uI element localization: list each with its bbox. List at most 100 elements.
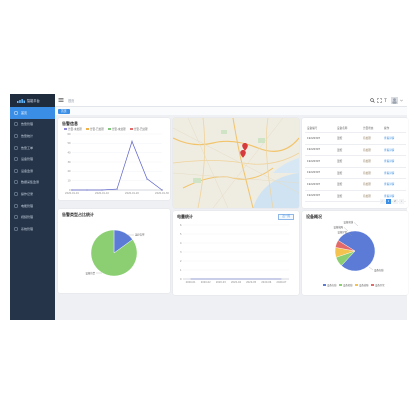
page-button[interactable]: 2 bbox=[392, 199, 398, 204]
view-detail-link[interactable]: 查看详情 bbox=[384, 171, 395, 175]
table-cell: 19220397 bbox=[307, 182, 321, 186]
y-tick-label: 20 bbox=[67, 170, 71, 173]
y-tick-label: 0 bbox=[180, 278, 182, 281]
view-detail-link[interactable]: 查看详情 bbox=[384, 148, 395, 152]
view-detail-link[interactable]: 查看详情 bbox=[384, 183, 395, 187]
alarm-table: 设备编号 设备名称 告警状态 操作 19220397 温控 待处理 查看详情 19220397 温… bbox=[305, 123, 406, 202]
sidebar-item-7[interactable]: 操作记录 bbox=[10, 188, 55, 200]
legend-item[interactable]: 告警-已处理 bbox=[85, 127, 104, 131]
sidebar-item-3[interactable]: 告警工单 bbox=[10, 142, 55, 154]
menu-item-icon bbox=[14, 180, 18, 185]
menu-item-icon bbox=[14, 169, 18, 173]
legend-swatch bbox=[371, 284, 374, 286]
pie-slice[interactable] bbox=[335, 240, 356, 252]
chevron-down-icon[interactable] bbox=[400, 99, 403, 102]
x-tick-label: 2020-06 bbox=[261, 281, 271, 284]
fullscreen-icon[interactable] bbox=[377, 98, 382, 103]
sidebar-item-5[interactable]: 设备监测 bbox=[10, 165, 55, 177]
data-point[interactable] bbox=[131, 140, 133, 143]
sidebar-item-label: 数据采集监测 bbox=[21, 180, 40, 185]
x-tick-label: 2020-01-10 bbox=[95, 192, 109, 195]
map-card[interactable] bbox=[173, 118, 299, 208]
page-button[interactable]: › bbox=[399, 199, 404, 204]
label-line bbox=[368, 266, 374, 271]
x-tick-label: 2020-01-30 bbox=[155, 192, 169, 195]
table-cell: 温控 bbox=[337, 137, 343, 141]
y-tick-label: 50 bbox=[67, 142, 71, 145]
font-size-icon[interactable]: T bbox=[384, 98, 389, 103]
alarm-type-title: 告警类型占比统计 bbox=[62, 212, 94, 217]
sidebar-item-label: 设备管理 bbox=[21, 157, 34, 162]
legend-item[interactable]: 告警-未处理 bbox=[64, 127, 82, 131]
sidebar-item-label: 告警工单 bbox=[21, 145, 34, 150]
legend-item[interactable]: 告警-已处理 bbox=[129, 127, 148, 131]
period-select[interactable]: 近一周 bbox=[278, 214, 294, 220]
sidebar-item-9[interactable]: 视频管理 bbox=[10, 211, 55, 223]
map-marker-icon[interactable] bbox=[240, 150, 246, 158]
y-tick-label: 0 bbox=[69, 189, 71, 192]
table-header: 设备编号 设备名称 告警状态 操作 bbox=[305, 123, 406, 133]
sidebar-item-8[interactable]: 电能管理 bbox=[10, 200, 55, 212]
legend-item[interactable]: 告警-未处理 bbox=[107, 127, 126, 131]
legend-swatch bbox=[85, 128, 89, 130]
data-point[interactable] bbox=[86, 189, 88, 191]
label-line bbox=[343, 227, 349, 232]
series-line bbox=[72, 140, 163, 191]
pie-slice[interactable] bbox=[337, 230, 376, 272]
electric-card: 电量统计 近一周 0 1 2 3 4 5 6 2020-01 2020-02 2020-03 202… bbox=[173, 211, 299, 295]
legend-label: 设备在线 bbox=[327, 283, 337, 287]
table-cell: 19220397 bbox=[307, 194, 321, 198]
avatar[interactable] bbox=[391, 97, 398, 104]
tag-home[interactable]: 首页 bbox=[58, 108, 70, 114]
data-point[interactable] bbox=[116, 188, 118, 190]
sidebar-menu: 首页告警管理 告警统计告警工单设备管理设备监测数据采集监测 操作记录电能管理 视频管理… bbox=[10, 107, 55, 235]
brand: 智能平台 bbox=[10, 94, 55, 107]
sidebar-item-1[interactable]: 告警管理 bbox=[10, 119, 55, 131]
sidebar-item-6[interactable]: 数据采集监测 bbox=[10, 177, 55, 189]
x-tick-label: 2020-01-01 bbox=[65, 192, 79, 195]
breadcrumb[interactable]: 首页 bbox=[68, 98, 75, 103]
x-tick-label: 2020-01 bbox=[186, 281, 196, 284]
table-cell: 温控 bbox=[337, 194, 343, 198]
electric-line-chart: 0 1 2 3 4 5 6 2020-01 2020-02 2020-03 2020-04 2020-… bbox=[180, 224, 289, 284]
slice-label: 设备故障 bbox=[333, 225, 343, 229]
table-cell: 19220397 bbox=[307, 159, 321, 163]
column-header: 设备编号 bbox=[307, 126, 318, 130]
menu-item-icon bbox=[14, 111, 18, 115]
view-detail-link[interactable]: 查看详情 bbox=[384, 160, 395, 164]
map-image bbox=[173, 118, 299, 208]
slice-label: 温控告警 bbox=[135, 233, 145, 237]
pie-slice[interactable] bbox=[90, 229, 138, 277]
sidebar-item-label: 操作记录 bbox=[21, 191, 34, 196]
table-cell: 19220397 bbox=[307, 171, 321, 175]
menu-toggle-icon[interactable] bbox=[58, 97, 64, 103]
y-tick-label: 2 bbox=[180, 260, 182, 263]
x-tick-label: 2020-04 bbox=[231, 281, 241, 284]
search-icon[interactable] bbox=[370, 98, 375, 103]
legend-swatch bbox=[107, 128, 111, 130]
sidebar-item-2[interactable]: 告警统计 bbox=[10, 130, 55, 142]
map-marker-icon[interactable] bbox=[242, 143, 248, 151]
table-cell: 待处理 bbox=[363, 160, 371, 164]
legend-swatch bbox=[355, 284, 358, 286]
view-detail-link[interactable]: 查看详情 bbox=[384, 194, 395, 198]
sidebar-item-10[interactable]: 系统管理 bbox=[10, 223, 55, 235]
column-header: 操作 bbox=[384, 126, 390, 130]
device-title: 设备概况 bbox=[306, 214, 322, 219]
table-cell: 温控 bbox=[337, 148, 343, 152]
page-button[interactable]: 1 bbox=[386, 199, 391, 204]
sidebar-item-4[interactable]: 设备管理 bbox=[10, 153, 55, 165]
alarm-legend: 告警-未处理 告警-已处理 告警-未处理 告警-已处理 bbox=[64, 127, 148, 131]
legend-label: 告警-未处理 bbox=[68, 128, 82, 131]
data-point[interactable] bbox=[71, 189, 73, 191]
y-tick-label: 5 bbox=[180, 233, 182, 236]
data-point[interactable] bbox=[161, 189, 163, 191]
sidebar-item-0[interactable]: 首页 bbox=[10, 107, 55, 119]
data-point[interactable] bbox=[146, 177, 148, 180]
page-button[interactable]: ‹ bbox=[379, 199, 385, 204]
x-tick-label: 2020-05 bbox=[246, 281, 256, 284]
data-point[interactable] bbox=[101, 189, 103, 191]
view-detail-link[interactable]: 查看详情 bbox=[384, 137, 395, 141]
svg-text:T: T bbox=[384, 98, 387, 103]
sidebar-item-label: 首页 bbox=[21, 110, 28, 115]
